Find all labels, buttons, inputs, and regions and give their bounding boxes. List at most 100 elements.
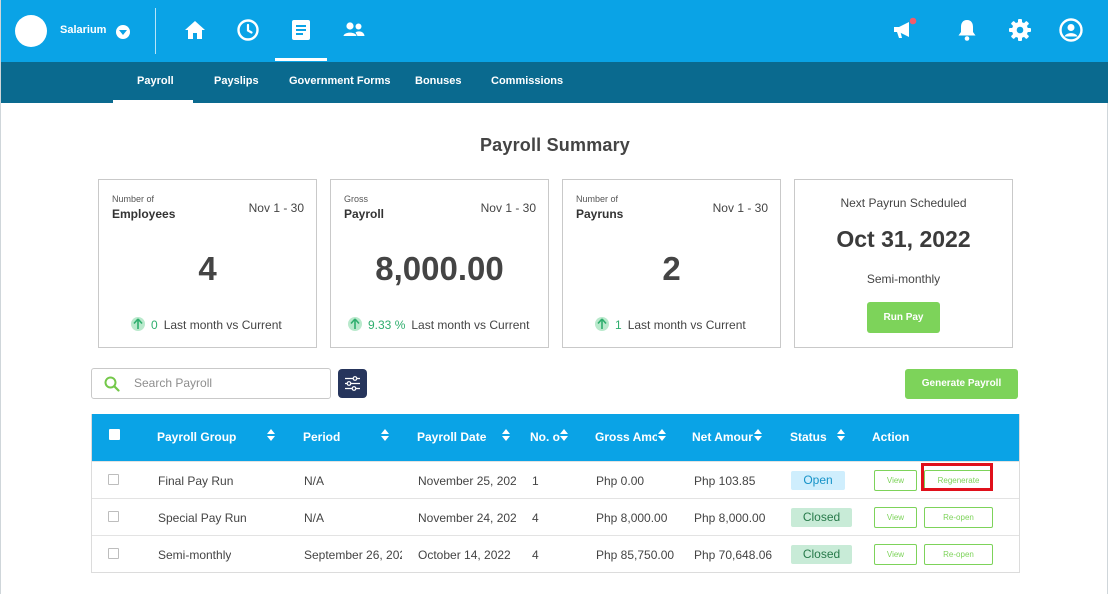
tab-payslips[interactable]: Payslips xyxy=(214,75,259,87)
card-period: Nov 1 - 30 xyxy=(248,201,304,215)
cell-gross-amount: Php 0.00 xyxy=(596,474,645,488)
sort-icon[interactable] xyxy=(837,429,845,443)
cell-payroll-group: Special Pay Run xyxy=(158,511,247,525)
card-caption: Number of xyxy=(112,194,155,204)
gear-icon[interactable] xyxy=(1007,17,1033,43)
cell-payroll-group: Semi-monthly xyxy=(158,548,232,562)
gross-payroll-card: Gross Payroll Nov 1 - 30 8,000.00 9.33 %… xyxy=(330,179,549,348)
card-period: Nov 1 - 30 xyxy=(712,201,768,215)
filter-button[interactable] xyxy=(338,369,367,398)
document-icon[interactable] xyxy=(288,17,314,43)
company-dropdown-icon[interactable] xyxy=(116,25,130,39)
payroll-table: Payroll Group Period Payroll Date No. o … xyxy=(91,414,1020,573)
highlight-box xyxy=(921,463,993,491)
status-badge: Closed xyxy=(791,545,852,564)
trend-value: 0 xyxy=(151,318,158,332)
column-header-period[interactable]: Period xyxy=(303,430,341,444)
divider xyxy=(155,8,156,54)
cell-count: 1 xyxy=(532,474,539,488)
view-button[interactable]: View xyxy=(874,544,917,565)
cell-payroll-date: October 14, 2022 xyxy=(418,548,511,562)
card-value: 2 xyxy=(662,250,681,287)
column-header-payroll-group[interactable]: Payroll Group xyxy=(157,430,237,444)
tab-government-forms[interactable]: Government Forms xyxy=(289,75,391,87)
row-checkbox[interactable] xyxy=(108,511,119,522)
cell-payroll-date: November 25, 2022 xyxy=(418,474,516,488)
search-icon xyxy=(104,376,120,392)
sort-icon[interactable] xyxy=(658,429,666,443)
status-badge: Closed xyxy=(791,508,852,527)
card-label: Payroll xyxy=(344,207,385,221)
filter-icon xyxy=(345,376,360,391)
next-payrun-card: Next Payrun Scheduled Oct 31, 2022 Semi-… xyxy=(794,179,1013,348)
sort-icon[interactable] xyxy=(267,429,275,443)
megaphone-icon[interactable] xyxy=(891,17,917,43)
tab-payroll[interactable]: Payroll xyxy=(137,75,174,87)
column-header-count[interactable]: No. o xyxy=(530,430,560,444)
cell-period: September 26, 2022 xyxy=(304,548,402,562)
column-header-gross-amount[interactable]: Gross Amo xyxy=(595,430,657,444)
row-checkbox[interactable] xyxy=(108,474,119,485)
card-trend: 0 Last month vs Current xyxy=(131,317,282,332)
tab-commissions[interactable]: Commissions xyxy=(491,75,564,87)
page-title: Payroll Summary xyxy=(479,135,631,155)
card-caption: Number of xyxy=(576,194,619,204)
sort-icon[interactable] xyxy=(754,429,762,443)
card-trend: 9.33 % Last month vs Current xyxy=(348,317,529,332)
people-icon[interactable] xyxy=(341,17,367,43)
arrow-up-icon xyxy=(595,317,609,331)
card-caption: Gross xyxy=(344,194,369,204)
trend-value: 9.33 % xyxy=(368,318,406,332)
column-header-status[interactable]: Status xyxy=(790,430,827,444)
search-input[interactable] xyxy=(134,376,314,390)
card-value: 8,000.00 xyxy=(375,250,504,287)
home-icon[interactable] xyxy=(182,17,208,43)
tab-bonuses[interactable]: Bonuses xyxy=(415,75,462,87)
card-trend: 1 Last month vs Current xyxy=(595,317,746,332)
arrow-up-icon xyxy=(131,317,145,331)
trend-label: Last month vs Current xyxy=(163,318,282,332)
view-button[interactable]: View xyxy=(874,507,917,528)
view-button[interactable]: View xyxy=(874,470,917,491)
status-badge: Open xyxy=(791,471,845,490)
table-row: Final Pay Run N/A November 25, 2022 1 Ph… xyxy=(92,461,1019,498)
cell-net-amount: Php 70,648.06 xyxy=(694,548,773,562)
employees-card: Number of Employees Nov 1 - 30 4 0 Last m… xyxy=(98,179,317,348)
trend-label: Last month vs Current xyxy=(627,318,746,332)
clock-icon[interactable] xyxy=(235,17,261,43)
reopen-button[interactable]: Re-open xyxy=(924,544,993,565)
cell-net-amount: Php 8,000.00 xyxy=(694,511,766,525)
run-pay-button[interactable]: Run Pay xyxy=(867,302,940,333)
active-tab-indicator xyxy=(113,100,193,103)
select-all-checkbox[interactable] xyxy=(109,429,120,440)
trend-value: 1 xyxy=(615,318,622,332)
generate-payroll-button[interactable]: Generate Payroll xyxy=(905,369,1018,399)
column-header-payroll-date[interactable]: Payroll Date xyxy=(417,430,487,444)
bell-icon[interactable] xyxy=(954,17,980,43)
sort-icon[interactable] xyxy=(502,429,510,443)
user-icon[interactable] xyxy=(1058,17,1084,43)
row-checkbox[interactable] xyxy=(108,548,119,559)
table-header: Payroll Group Period Payroll Date No. o … xyxy=(92,414,1019,461)
column-header-action: Action xyxy=(872,430,910,444)
sort-icon[interactable] xyxy=(381,429,389,443)
company-name[interactable]: Salarium xyxy=(60,24,107,36)
table-row: Semi-monthly September 26, 2022 October … xyxy=(92,535,1019,572)
next-payrun-heading: Next Payrun Scheduled xyxy=(840,196,967,210)
next-payrun-date: Oct 31, 2022 xyxy=(836,226,971,252)
sub-navigation: Payroll Payslips Government Forms Bonuse… xyxy=(1,62,1108,103)
sort-icon[interactable] xyxy=(560,429,568,443)
company-avatar[interactable] xyxy=(15,15,47,47)
cell-net-amount: Php 103.85 xyxy=(694,474,756,488)
reopen-button[interactable]: Re-open xyxy=(924,507,993,528)
cell-period: N/A xyxy=(304,474,325,488)
cell-gross-amount: Php 85,750.00 xyxy=(596,548,675,562)
arrow-up-icon xyxy=(348,317,362,331)
cell-gross-amount: Php 8,000.00 xyxy=(596,511,668,525)
cell-period: N/A xyxy=(304,511,325,525)
card-value: 4 xyxy=(198,250,217,287)
cell-count: 4 xyxy=(532,548,539,562)
column-header-net-amount[interactable]: Net Amour xyxy=(692,430,753,444)
cell-payroll-date: November 24, 2022 xyxy=(418,511,516,525)
next-payrun-frequency: Semi-monthly xyxy=(866,272,941,286)
